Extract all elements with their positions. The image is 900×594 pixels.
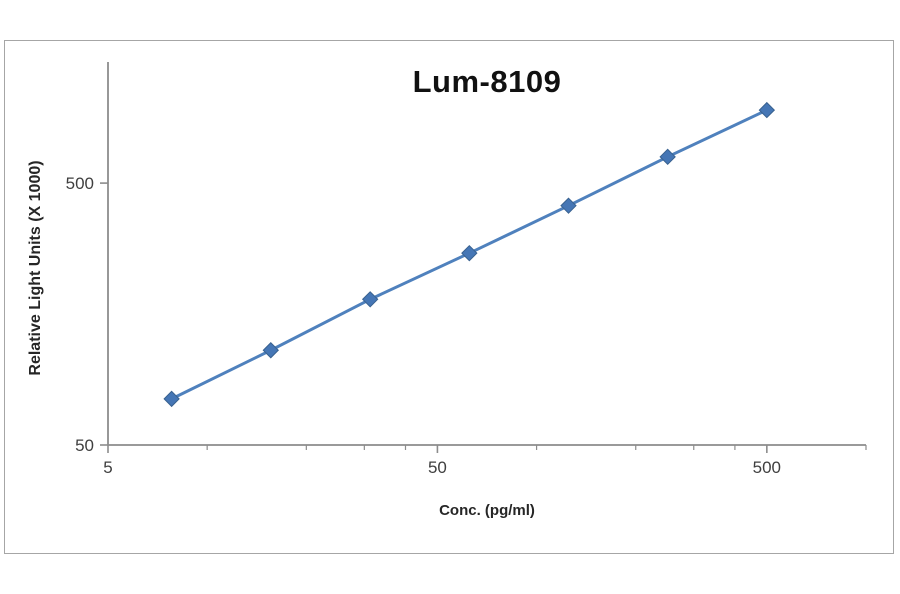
data-point-marker (163, 390, 180, 408)
chart-title: Lum-8109 (412, 64, 562, 99)
x-tick-label: 50 (428, 458, 447, 477)
x-tick-label: 500 (753, 458, 781, 477)
y-tick-label: 50 (75, 436, 94, 455)
x-tick-label: 5 (103, 458, 112, 477)
data-point-marker (659, 148, 676, 166)
data-point-marker (361, 291, 379, 308)
x-axis-title: Conc. (pg/ml) (439, 502, 535, 519)
data-point-marker (758, 101, 776, 119)
y-axis-title-text: Relative Light Units (X 1000) (27, 160, 44, 376)
data-point-marker (262, 342, 279, 359)
y-tick-label: 500 (66, 174, 94, 193)
data-point-marker (461, 244, 478, 262)
data-point-marker (560, 197, 577, 214)
chart-border (4, 40, 894, 554)
